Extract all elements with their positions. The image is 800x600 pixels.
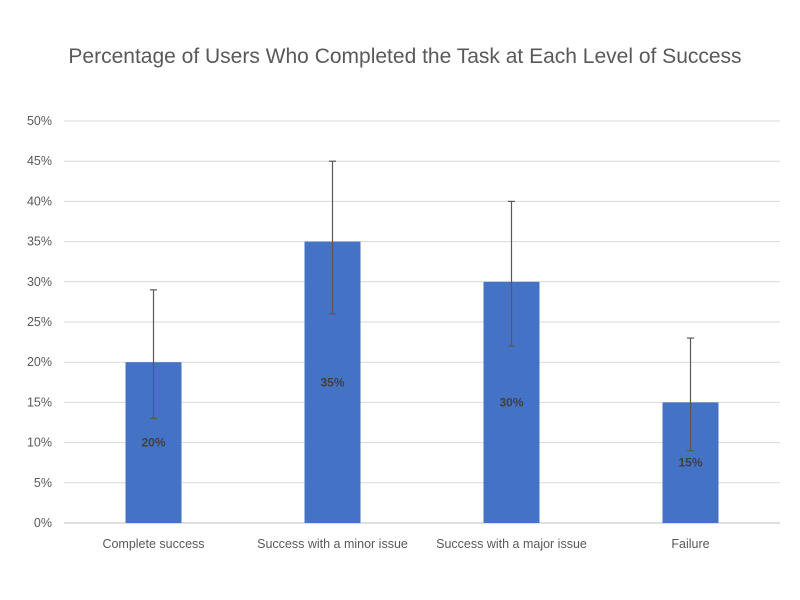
y-tick-label: 20% xyxy=(27,355,52,369)
x-tick-label: Failure xyxy=(671,537,709,551)
y-tick-label: 45% xyxy=(27,154,52,168)
x-tick-label: Success with a minor issue xyxy=(257,537,408,551)
bars xyxy=(125,241,719,523)
data-label: 15% xyxy=(678,456,702,470)
y-tick-label: 25% xyxy=(27,315,52,329)
data-labels: 20% 35% 30% 15% xyxy=(141,375,702,469)
grid-lines xyxy=(64,120,780,524)
x-tick-label: Complete success xyxy=(102,537,204,551)
y-tick-label: 35% xyxy=(27,235,52,249)
data-label: 20% xyxy=(141,436,165,450)
y-axis-ticks: 0% 5% 10% 15% 20% 25% 30% 35% 40% 45% 50% xyxy=(27,114,52,530)
x-tick-label: Success with a major issue xyxy=(436,537,587,551)
y-tick-label: 10% xyxy=(27,436,52,450)
error-bars xyxy=(150,160,694,452)
chart-title: Percentage of Users Who Completed the Ta… xyxy=(68,45,742,68)
y-tick-label: 40% xyxy=(27,194,52,208)
data-label: 35% xyxy=(320,375,344,389)
y-tick-label: 50% xyxy=(27,114,52,128)
y-tick-label: 15% xyxy=(27,395,52,409)
data-label: 30% xyxy=(499,395,523,409)
y-tick-label: 30% xyxy=(27,275,52,289)
y-tick-label: 0% xyxy=(34,516,52,530)
y-tick-label: 5% xyxy=(34,476,52,490)
x-axis-ticks: Complete success Success with a minor iss… xyxy=(102,537,709,551)
